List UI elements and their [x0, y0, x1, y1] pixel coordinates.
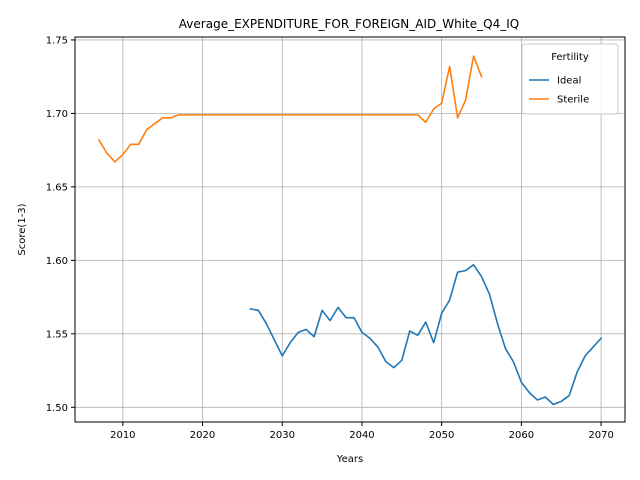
y-tick-label: 1.70 — [46, 109, 68, 120]
chart-title: Average_EXPENDITURE_FOR_FOREIGN_AID_Whit… — [179, 17, 519, 31]
x-tick-label: 2060 — [509, 430, 534, 441]
x-tick-label: 2040 — [349, 430, 374, 441]
grid — [75, 37, 625, 422]
y-axis-label: Score(1-3) — [17, 203, 28, 255]
y-tick-label: 1.65 — [46, 182, 68, 193]
plot-area-frame — [74, 36, 626, 423]
x-tick-label: 2050 — [429, 430, 454, 441]
y-tick-label: 1.75 — [46, 35, 68, 46]
x-axis-ticks: 2010 2020 2030 2040 2050 2060 2070 — [110, 422, 614, 441]
legend-box — [521, 43, 619, 115]
series-lines — [97, 55, 603, 406]
x-tick-label: 2030 — [270, 430, 295, 441]
legend-label-ideal: Ideal — [557, 76, 581, 87]
series-line-sterile — [97, 55, 483, 163]
y-tick-label: 1.60 — [46, 256, 68, 267]
series-line-ideal — [249, 263, 603, 406]
x-tick-label: 2070 — [588, 430, 613, 441]
y-tick-label: 1.55 — [46, 329, 68, 340]
legend: Fertility Ideal Sterile — [521, 43, 619, 115]
legend-label-sterile: Sterile — [557, 95, 589, 106]
y-tick-label: 1.50 — [46, 403, 68, 414]
x-axis-label: Years — [336, 454, 363, 465]
x-tick-label: 2020 — [190, 430, 215, 441]
x-tick-label: 2010 — [110, 430, 135, 441]
legend-title: Fertility — [551, 52, 589, 63]
y-axis-ticks: 1.50 1.55 1.60 1.65 1.70 1.75 — [46, 35, 75, 414]
